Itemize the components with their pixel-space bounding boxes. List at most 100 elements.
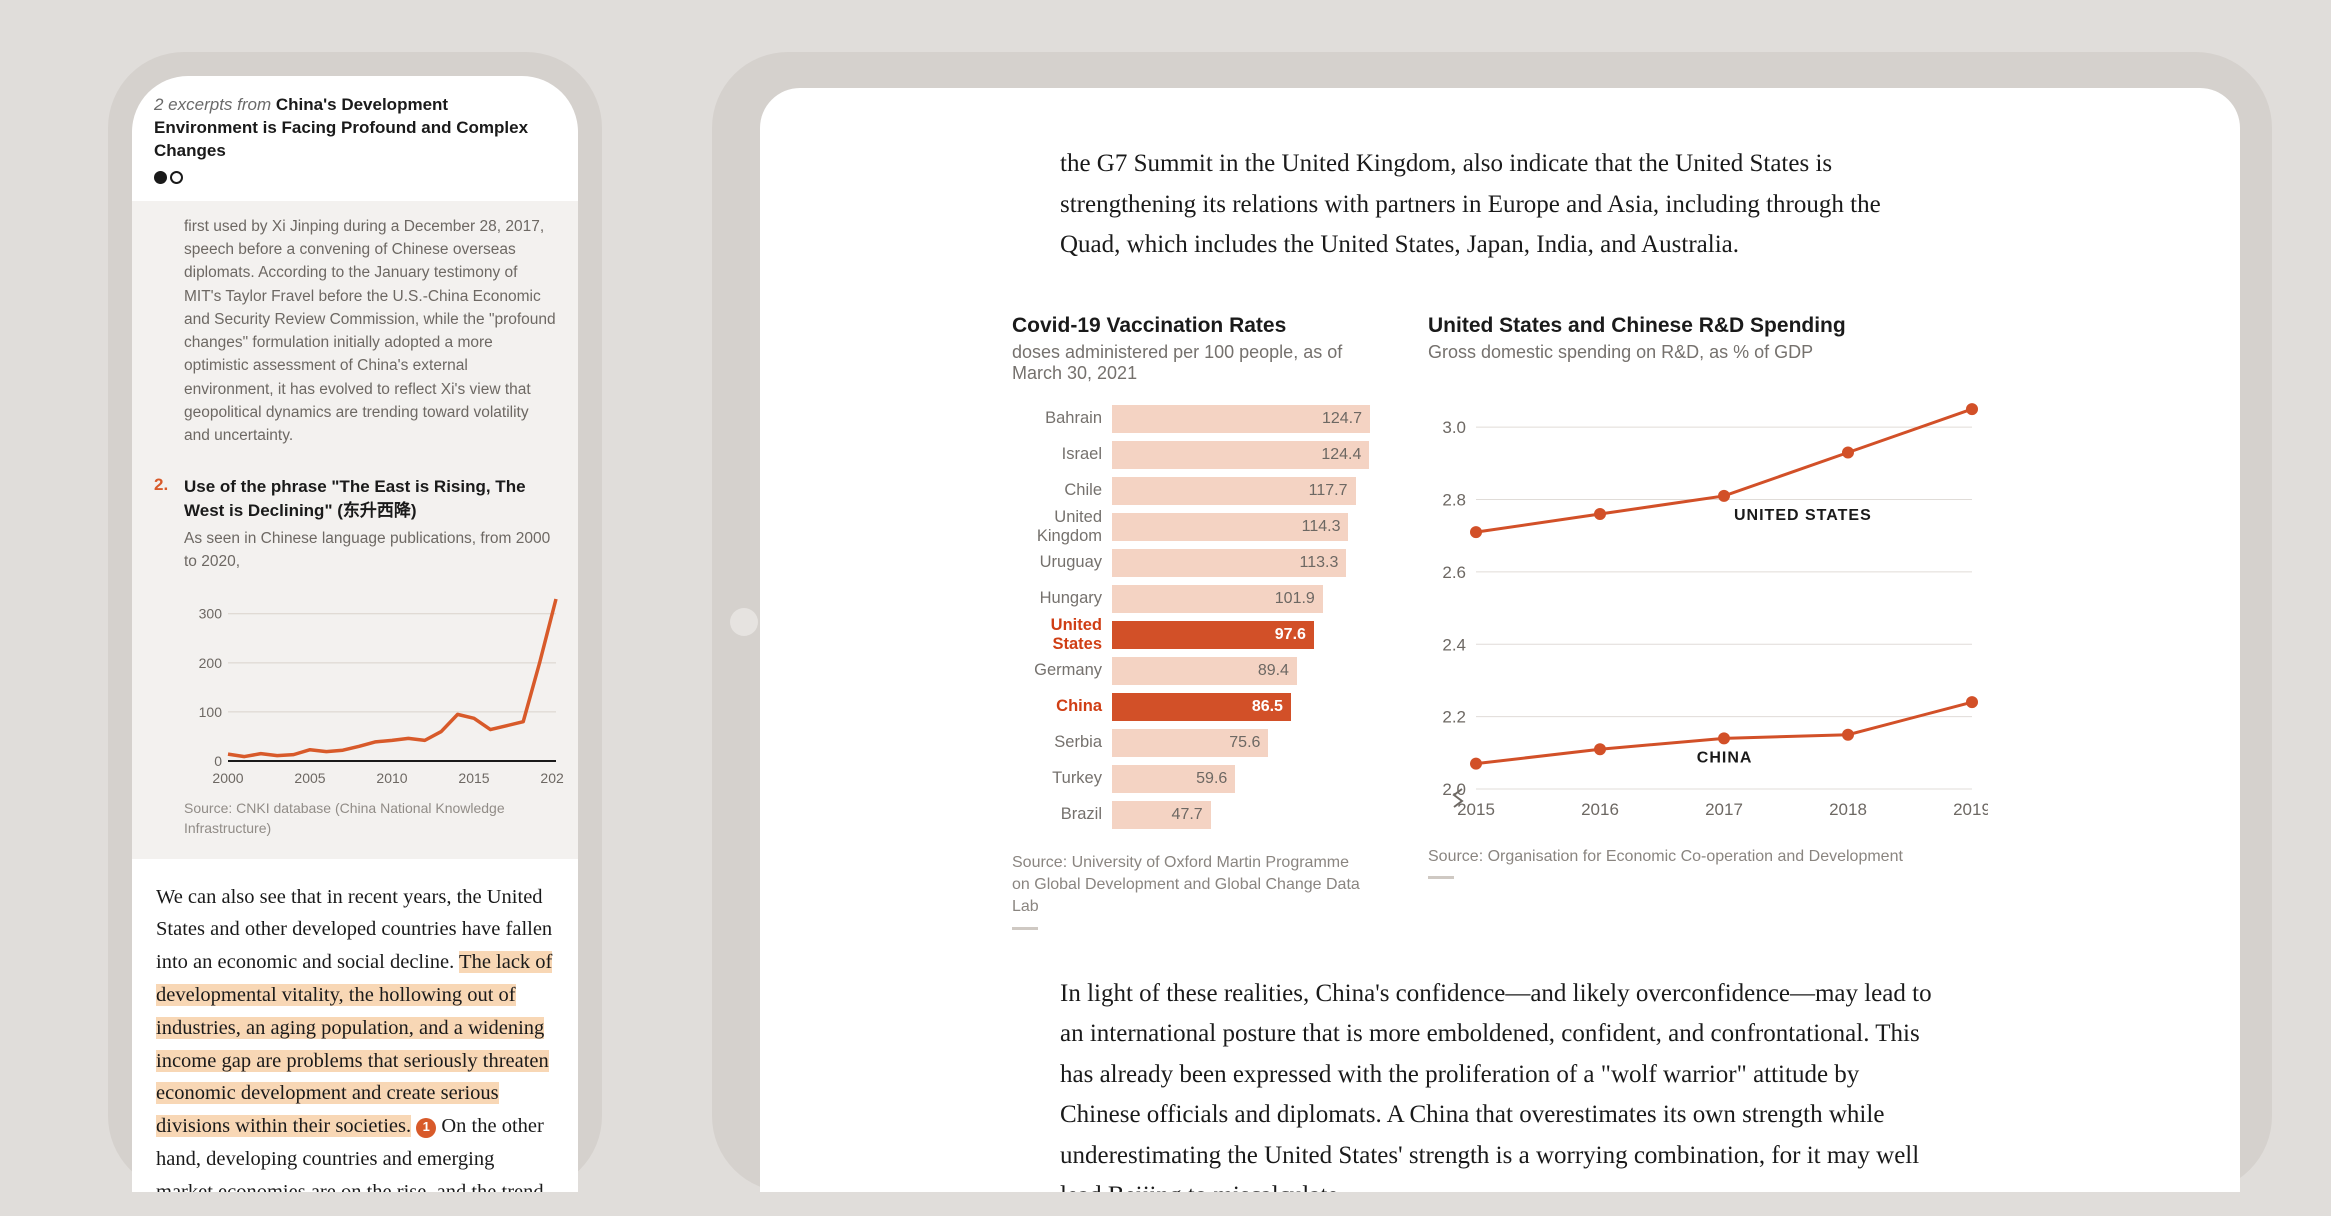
bar-track: 75.6 [1112, 729, 1370, 757]
bar-fill: 117.7 [1112, 477, 1356, 505]
bar-value: 86.5 [1252, 698, 1283, 716]
pager-dot[interactable] [154, 171, 167, 184]
bar-row: UnitedKingdom 114.3 [1012, 510, 1370, 544]
bar-label: Uruguay [1012, 553, 1112, 571]
svg-text:2016: 2016 [1581, 800, 1619, 819]
bar-track: 124.7 [1112, 405, 1370, 433]
body-highlight: The lack of developmental vitality, the … [156, 951, 552, 1137]
bar-value: 89.4 [1258, 662, 1289, 680]
source-divider [1428, 876, 1454, 879]
bar-label: Serbia [1012, 733, 1112, 751]
svg-text:2019: 2019 [1953, 800, 1988, 819]
svg-text:2010: 2010 [376, 770, 407, 786]
bar-fill: 47.7 [1112, 801, 1211, 829]
bar-value: 113.3 [1300, 554, 1339, 572]
bar-label: Brazil [1012, 805, 1112, 823]
bar-label: Turkey [1012, 769, 1112, 787]
bar-track: 114.3 [1112, 513, 1370, 541]
numbered-item-2: 2. Use of the phrase "The East is Rising… [154, 475, 556, 573]
excerpt-header: 2 excerpts from China's Development Envi… [154, 94, 556, 163]
bar-row: Serbia 75.6 [1012, 726, 1370, 760]
svg-text:0: 0 [214, 753, 222, 769]
home-button[interactable] [730, 608, 758, 636]
svg-text:3.0: 3.0 [1442, 418, 1466, 437]
usage-chart: 010020030020002005201020152020 [154, 589, 556, 789]
bar-row: Brazil47.7 [1012, 798, 1370, 832]
note-block: first used by Xi Jinping during a Decemb… [132, 201, 578, 859]
bar-fill: 89.4 [1112, 657, 1297, 685]
svg-text:2.2: 2.2 [1442, 707, 1466, 726]
usage-chart-source: Source: CNKI database (China National Kn… [154, 799, 556, 838]
bar-fill: 75.6 [1112, 729, 1268, 757]
svg-text:2015: 2015 [1457, 800, 1495, 819]
bar-value: 59.6 [1196, 770, 1227, 788]
bar-row: Israel 124.4 [1012, 438, 1370, 472]
svg-text:100: 100 [199, 704, 223, 720]
pager-dot[interactable] [170, 171, 183, 184]
svg-text:2015: 2015 [458, 770, 489, 786]
para-bottom: In light of these realities, China's con… [1060, 974, 1940, 1192]
item-title: Use of the phrase "The East is Rising, T… [184, 475, 556, 523]
svg-text:2005: 2005 [294, 770, 325, 786]
svg-text:CHINA: CHINA [1697, 749, 1753, 766]
bar-label: Israel [1012, 445, 1112, 463]
excerpt-lead: 2 excerpts from [154, 95, 276, 114]
svg-text:2020: 2020 [540, 770, 564, 786]
bar-track: 97.6 [1112, 621, 1370, 649]
bar-fill: 97.6 [1112, 621, 1314, 649]
bar-row: China 86.5 [1012, 690, 1370, 724]
bar-label: Chile [1012, 481, 1112, 499]
bar-value: 117.7 [1309, 482, 1348, 500]
line-chart-source: Source: Organisation for Economic Co-ope… [1428, 846, 1988, 879]
source-divider [1012, 927, 1038, 930]
svg-text:200: 200 [199, 655, 223, 671]
item-subtitle: As seen in Chinese language publications… [184, 527, 556, 574]
bar-label: Hungary [1012, 589, 1112, 607]
bar-track: 89.4 [1112, 657, 1370, 685]
bar-track: 117.7 [1112, 477, 1370, 505]
svg-text:UNITED STATES: UNITED STATES [1734, 506, 1872, 523]
bar-row: UnitedStates 97.6 [1012, 618, 1370, 652]
bar-fill: 101.9 [1112, 585, 1323, 613]
trailing-paragraph: first used by Xi Jinping during a Decemb… [154, 215, 556, 448]
tablet-frame: the G7 Summit in the United Kingdom, als… [712, 52, 2272, 1192]
footnote-badge-1[interactable]: 1 [416, 1118, 436, 1138]
line-chart-subtitle: Gross domestic spending on R&D, as % of … [1428, 342, 1988, 363]
svg-text:2018: 2018 [1829, 800, 1867, 819]
bar-value: 75.6 [1229, 734, 1260, 752]
bar-track: 47.7 [1112, 801, 1370, 829]
bar-value: 124.4 [1321, 446, 1361, 464]
svg-text:300: 300 [199, 606, 223, 622]
bar-label: UnitedKingdom [1012, 508, 1112, 545]
line-chart: 2.02.22.42.62.83.020152016201720182019UN… [1428, 381, 1988, 826]
svg-text:2.6: 2.6 [1442, 562, 1466, 581]
para-top: the G7 Summit in the United Kingdom, als… [1060, 88, 1940, 266]
bar-row: Uruguay 113.3 [1012, 546, 1370, 580]
svg-text:2.4: 2.4 [1442, 635, 1466, 654]
bar-value: 124.7 [1322, 410, 1362, 428]
bar-value: 97.6 [1275, 626, 1306, 644]
bar-chart-title: Covid-19 Vaccination Rates [1012, 314, 1370, 338]
item-number: 2. [154, 475, 168, 495]
pager-dots[interactable] [154, 171, 556, 189]
bar-fill: 114.3 [1112, 513, 1348, 541]
bar-fill: 86.5 [1112, 693, 1291, 721]
bar-value: 101.9 [1275, 590, 1315, 608]
bar-chart: Bahrain124.7 Israel 124.4 Chile 117.7 UnitedK… [1012, 402, 1370, 832]
bar-chart-subtitle: doses administered per 100 people, as of… [1012, 342, 1370, 384]
phone-screen: 2 excerpts from China's Development Envi… [132, 76, 578, 1192]
bar-chart-container: Covid-19 Vaccination Rates doses adminis… [1012, 314, 1370, 930]
bar-label: China [1012, 697, 1112, 715]
bar-value: 114.3 [1302, 518, 1341, 536]
bar-row: Germany89.4 [1012, 654, 1370, 688]
bar-track: 124.4 [1112, 441, 1370, 469]
bar-row: Chile 117.7 [1012, 474, 1370, 508]
bar-row: Bahrain124.7 [1012, 402, 1370, 436]
bar-fill: 124.7 [1112, 405, 1370, 433]
bar-label: UnitedStates [1012, 616, 1112, 653]
tablet-content: the G7 Summit in the United Kingdom, als… [1012, 88, 1988, 1192]
bar-fill: 59.6 [1112, 765, 1235, 793]
svg-text:2.8: 2.8 [1442, 490, 1466, 509]
line-chart-title: United States and Chinese R&D Spending [1428, 314, 1988, 338]
bar-chart-source: Source: University of Oxford Martin Prog… [1012, 852, 1370, 930]
